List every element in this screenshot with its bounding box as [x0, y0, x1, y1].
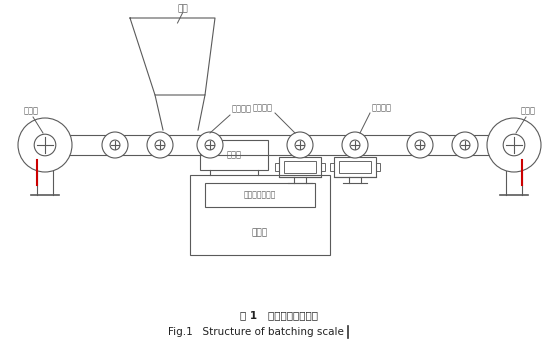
Text: 后滚筒: 后滚筒: [23, 106, 39, 115]
Circle shape: [295, 140, 305, 150]
Circle shape: [350, 140, 360, 150]
Text: 前滚筒: 前滚筒: [520, 106, 536, 115]
Bar: [190, 175, 330, 255]
Circle shape: [197, 132, 223, 158]
Text: 称重显示控制器: 称重显示控制器: [244, 190, 276, 199]
Text: 称重托辊: 称重托辊: [253, 103, 273, 112]
Text: Fig.1   Structure of batching scale: Fig.1 Structure of batching scale: [168, 327, 344, 337]
Bar: [330, 163, 334, 171]
Circle shape: [155, 140, 165, 150]
Circle shape: [452, 132, 478, 158]
Circle shape: [503, 134, 525, 156]
Text: 控制柜: 控制柜: [252, 228, 268, 237]
Circle shape: [34, 134, 56, 156]
Circle shape: [415, 140, 425, 150]
Bar: [200, 140, 268, 170]
Circle shape: [205, 140, 215, 150]
Bar: [275, 163, 279, 171]
Circle shape: [110, 140, 120, 150]
Circle shape: [18, 118, 72, 172]
Circle shape: [407, 132, 433, 158]
Text: 平行托辊: 平行托辊: [232, 104, 252, 113]
Circle shape: [460, 140, 470, 150]
Bar: [339, 161, 371, 173]
Circle shape: [147, 132, 173, 158]
Text: 料斗: 料斗: [177, 4, 188, 13]
Circle shape: [342, 132, 368, 158]
Bar: [279, 157, 321, 177]
Text: 供桥箱: 供桥箱: [226, 151, 241, 160]
Circle shape: [287, 132, 313, 158]
Bar: [376, 163, 380, 171]
Circle shape: [102, 132, 128, 158]
Bar: [334, 157, 376, 177]
Text: 标重托辊: 标重托辊: [372, 103, 392, 112]
Bar: [321, 163, 325, 171]
Circle shape: [487, 118, 541, 172]
Text: 图 1   配料秤的组成结构: 图 1 配料秤的组成结构: [240, 310, 318, 320]
Bar: [205, 183, 315, 207]
Bar: [284, 161, 316, 173]
